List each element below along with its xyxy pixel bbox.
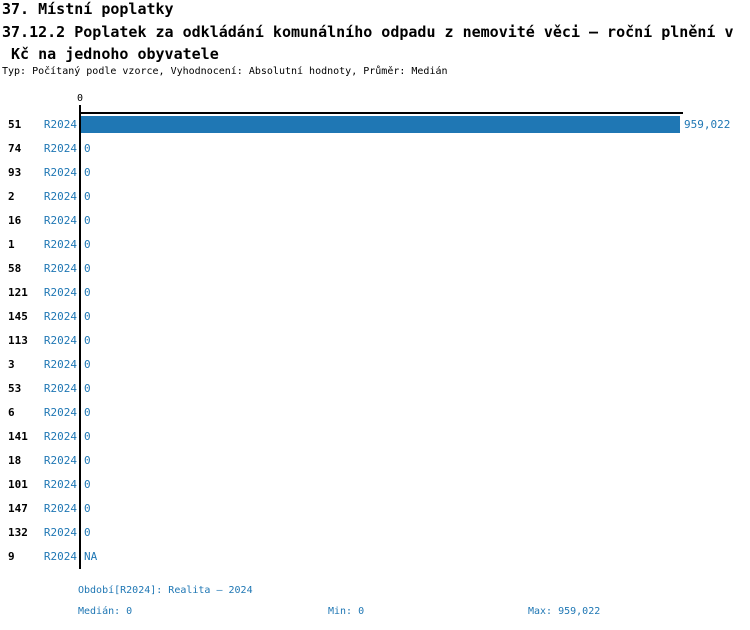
row-id-label: 58 xyxy=(8,262,22,275)
bar-value-label: 0 xyxy=(84,502,91,515)
row-period-label: R2024 xyxy=(43,310,77,323)
row-period-label: R2024 xyxy=(43,406,77,419)
y-axis-line xyxy=(79,112,81,569)
bar-value-label: 0 xyxy=(84,430,91,443)
row-period-label: R2024 xyxy=(43,262,77,275)
bar-value-label: 0 xyxy=(84,190,91,203)
chart-title-line3: Kč na jednoho obyvatele xyxy=(2,45,219,63)
row-period-label: R2024 xyxy=(43,190,77,203)
row-id-label: 51 xyxy=(8,118,22,131)
row-id-label: 6 xyxy=(8,406,15,419)
row-id-label: 93 xyxy=(8,166,22,179)
bar-row: 9 R2024 NA xyxy=(0,545,750,569)
min-stat: Min: 0 xyxy=(328,606,365,617)
row-period-label: R2024 xyxy=(43,334,77,347)
bar-row: 1 R2024 0 xyxy=(0,233,750,257)
bar-value-label: 0 xyxy=(84,286,91,299)
row-id-label: 3 xyxy=(8,358,15,371)
bar-row: 147 R2024 0 xyxy=(0,497,750,521)
row-id-label: 16 xyxy=(8,214,22,227)
bar-row: 113 R2024 0 xyxy=(0,329,750,353)
row-id-label: 53 xyxy=(8,382,22,395)
row-period-label: R2024 xyxy=(43,550,77,563)
bar-row: 93 R2024 0 xyxy=(0,161,750,185)
row-id-label: 1 xyxy=(8,238,15,251)
bar-value-label: 0 xyxy=(84,382,91,395)
row-period-label: R2024 xyxy=(43,454,77,467)
period-caption: Období[R2024]: Realita – 2024 xyxy=(78,585,253,596)
bar-value-label: 0 xyxy=(84,406,91,419)
bar-row: 2 R2024 0 xyxy=(0,185,750,209)
bar-row: 6 R2024 0 xyxy=(0,401,750,425)
row-period-label: R2024 xyxy=(43,358,77,371)
row-id-label: 113 xyxy=(8,334,28,347)
row-period-label: R2024 xyxy=(43,382,77,395)
row-period-label: R2024 xyxy=(43,430,77,443)
row-id-label: 101 xyxy=(8,478,28,491)
row-id-label: 9 xyxy=(8,550,15,563)
bar-row: 141 R2024 0 xyxy=(0,425,750,449)
bar-value-label: 0 xyxy=(84,358,91,371)
x-axis-tick-mark xyxy=(79,105,81,113)
x-axis-tick-label: 0 xyxy=(76,93,84,104)
row-period-label: R2024 xyxy=(43,142,77,155)
row-id-label: 18 xyxy=(8,454,22,467)
row-period-label: R2024 xyxy=(43,502,77,515)
row-id-label: 147 xyxy=(8,502,28,515)
row-id-label: 145 xyxy=(8,310,28,323)
bar-value-label: 0 xyxy=(84,214,91,227)
bar-row: 132 R2024 0 xyxy=(0,521,750,545)
bar-row: 16 R2024 0 xyxy=(0,209,750,233)
bar-value-label: 0 xyxy=(84,478,91,491)
bar-rows: 51 R2024 959,022 74 R2024 0 93 R2024 0 2 R2024 0 16 R… xyxy=(0,113,750,569)
bar-value-label: 0 xyxy=(84,454,91,467)
bar-row: 58 R2024 0 xyxy=(0,257,750,281)
bar-value-label: 0 xyxy=(84,262,91,275)
chart-subtitle: Typ: Počítaný podle vzorce, Vyhodnocení:… xyxy=(2,66,448,77)
row-period-label: R2024 xyxy=(43,238,77,251)
row-period-label: R2024 xyxy=(43,286,77,299)
bar-value-label: 0 xyxy=(84,142,91,155)
bar-row: 145 R2024 0 xyxy=(0,305,750,329)
x-axis-line xyxy=(79,112,683,114)
bar-row: 3 R2024 0 xyxy=(0,353,750,377)
bar-row: 18 R2024 0 xyxy=(0,449,750,473)
bar xyxy=(81,116,680,133)
bar-row: 101 R2024 0 xyxy=(0,473,750,497)
chart-title-line2: 37.12.2 Poplatek za odkládání komunálníh… xyxy=(2,23,734,41)
bar-row: 74 R2024 0 xyxy=(0,137,750,161)
row-id-label: 132 xyxy=(8,526,28,539)
row-id-label: 121 xyxy=(8,286,28,299)
row-id-label: 141 xyxy=(8,430,28,443)
row-period-label: R2024 xyxy=(43,118,77,131)
row-id-label: 74 xyxy=(8,142,22,155)
bar-value-label: NA xyxy=(84,550,98,563)
median-stat: Medián: 0 xyxy=(78,606,133,617)
bar-value-label: 0 xyxy=(84,166,91,179)
chart-title-line1: 37. Místní poplatky xyxy=(2,0,174,18)
bar-value-label: 0 xyxy=(84,526,91,539)
bar-row: 51 R2024 959,022 xyxy=(0,113,750,137)
row-period-label: R2024 xyxy=(43,214,77,227)
bar-row: 121 R2024 0 xyxy=(0,281,750,305)
row-id-label: 2 xyxy=(8,190,15,203)
bar-value-label: 0 xyxy=(84,238,91,251)
max-stat: Max: 959,022 xyxy=(528,606,601,617)
bar-value-label: 0 xyxy=(84,310,91,323)
bar-row: 53 R2024 0 xyxy=(0,377,750,401)
bar-value-label: 959,022 xyxy=(684,118,731,131)
bar-value-label: 0 xyxy=(84,334,91,347)
row-period-label: R2024 xyxy=(43,478,77,491)
row-period-label: R2024 xyxy=(43,526,77,539)
row-period-label: R2024 xyxy=(43,166,77,179)
